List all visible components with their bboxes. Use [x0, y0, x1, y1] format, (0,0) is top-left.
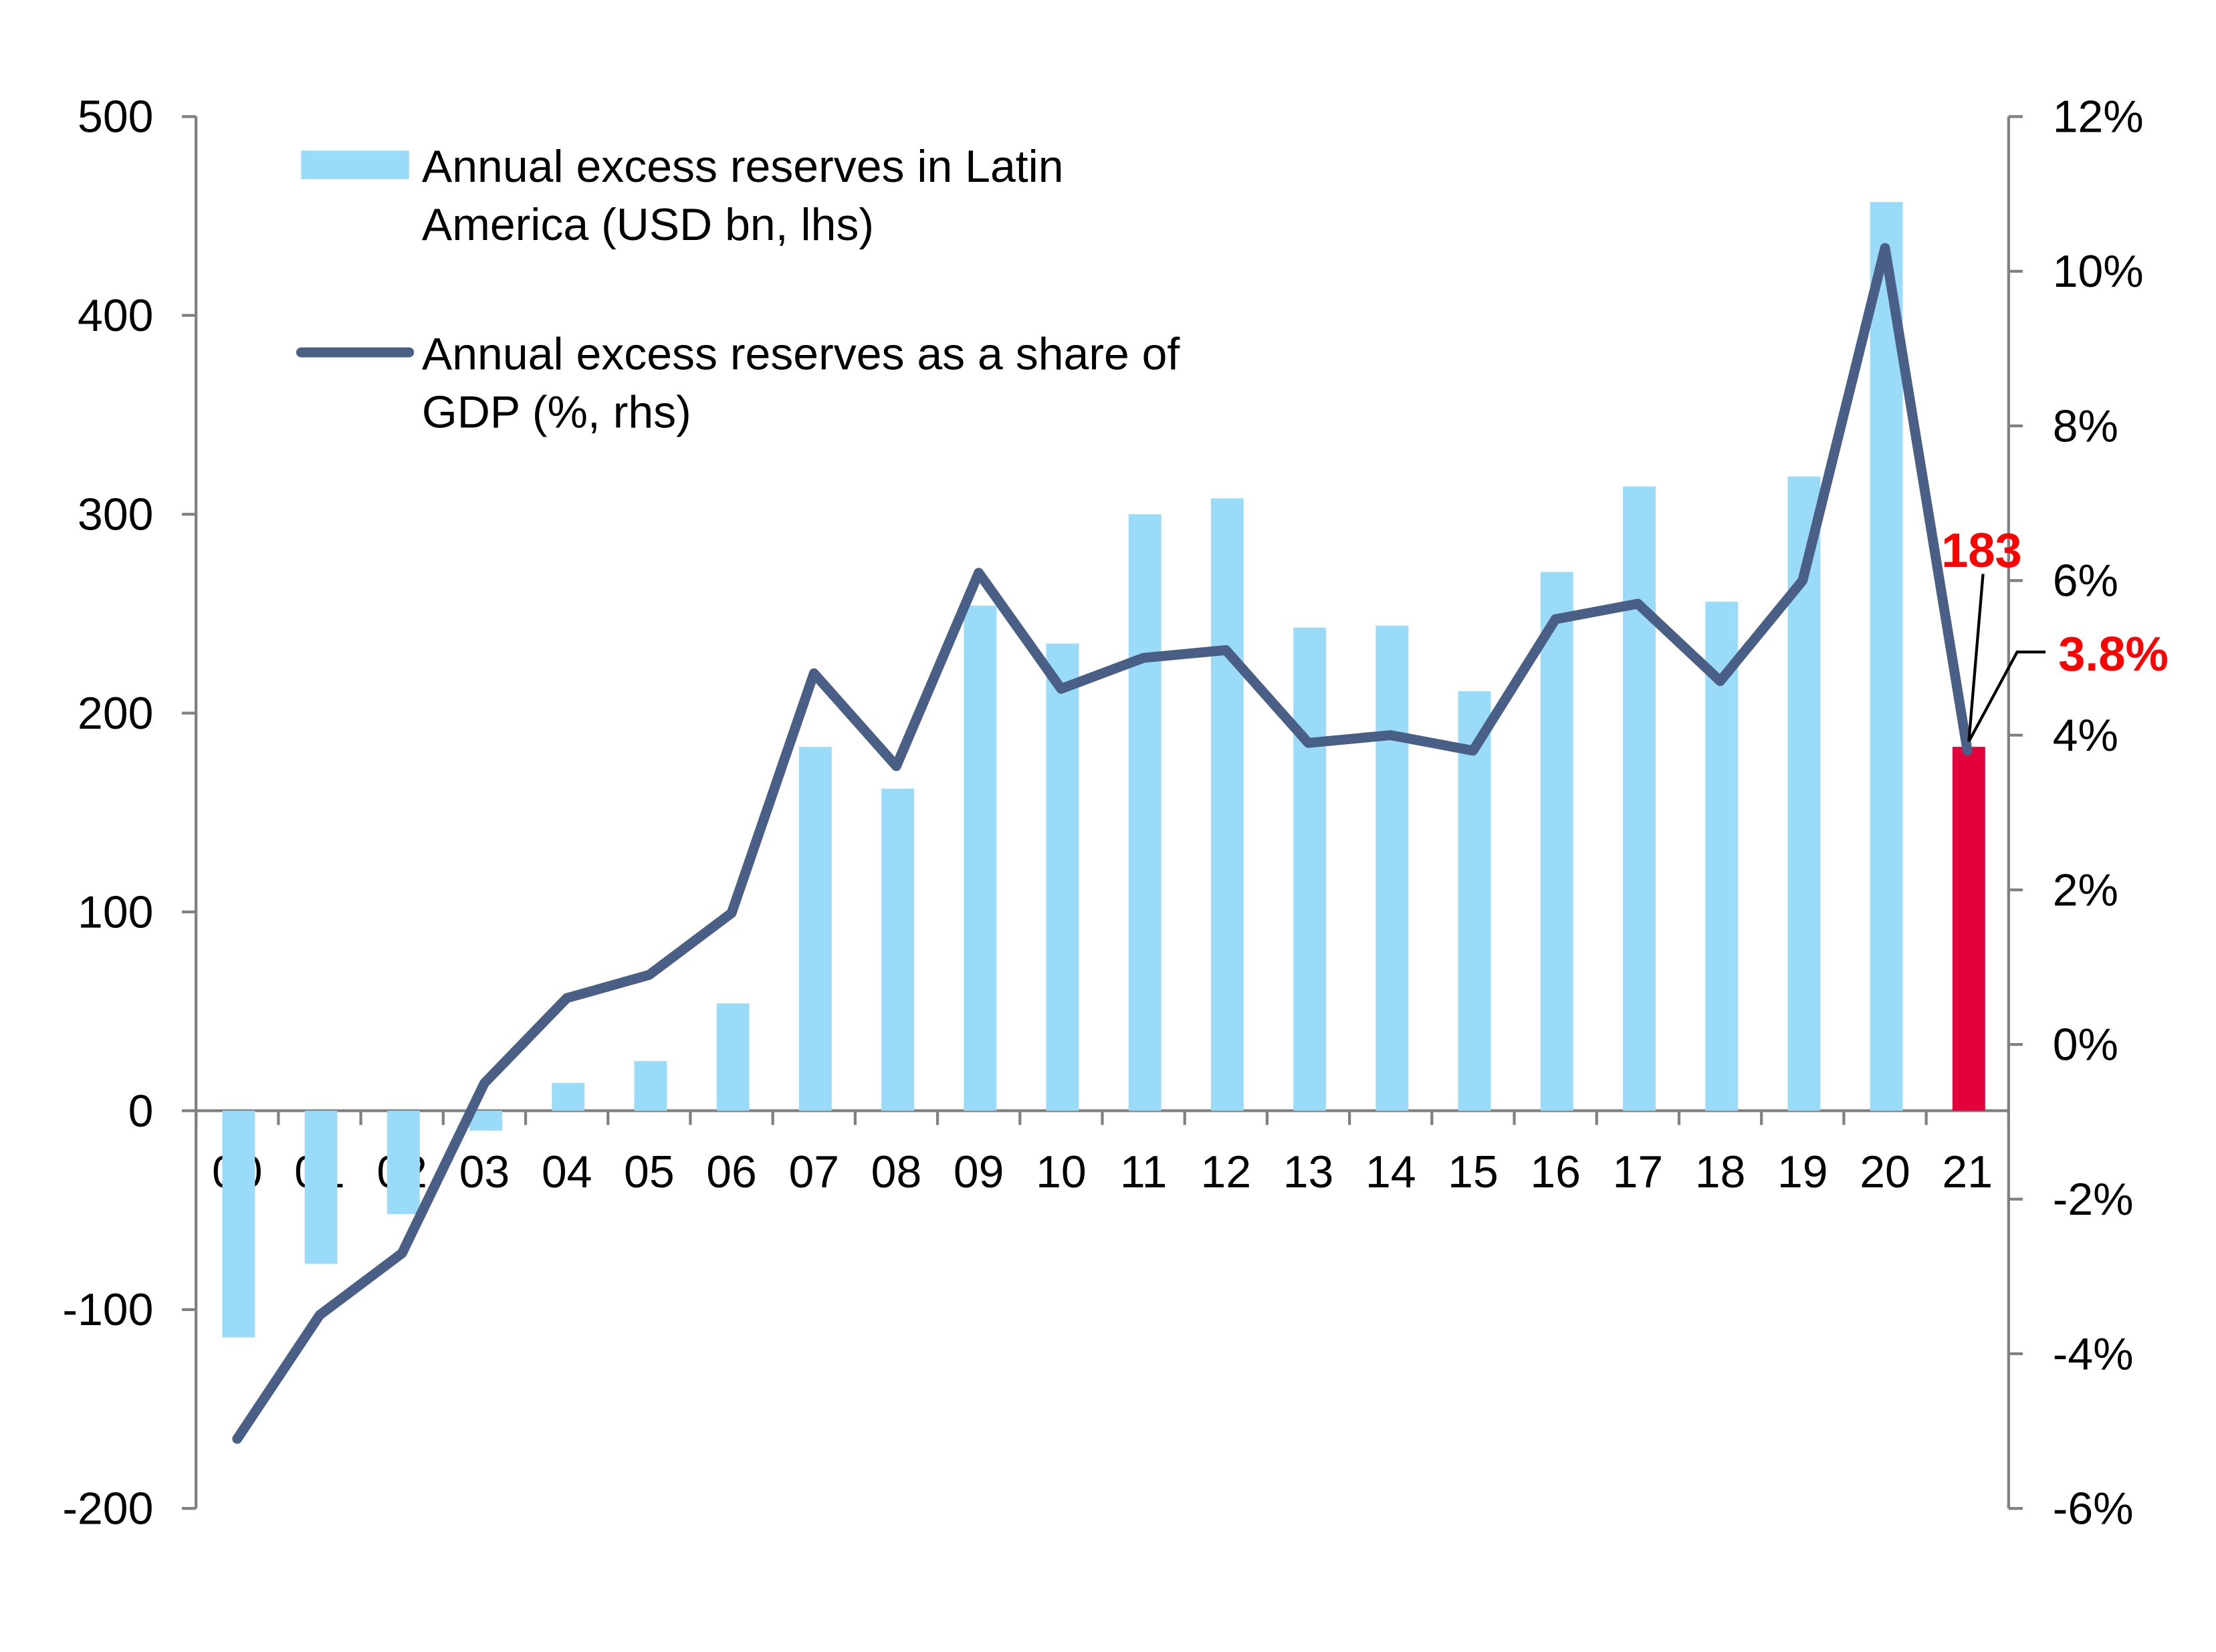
bar-14	[1375, 625, 1409, 1111]
x-tick-label: 16	[1530, 1147, 1581, 1197]
bar-07	[798, 747, 832, 1111]
bar-09	[964, 606, 997, 1111]
right-tick-label: -4%	[2053, 1328, 2134, 1379]
x-tick-label: 20	[1860, 1147, 1910, 1197]
right-tick-label: 10%	[2053, 246, 2144, 297]
left-tick-label: -100	[62, 1284, 153, 1335]
legend-line-label-line2: GDP (%, rhs)	[422, 387, 691, 438]
bar-06	[716, 1003, 750, 1111]
x-tick-label: 17	[1613, 1147, 1664, 1197]
x-tick-label: 06	[706, 1147, 757, 1197]
x-tick-label: 09	[954, 1147, 1004, 1197]
left-tick-label: 500	[78, 92, 153, 142]
right-tick-label: 2%	[2053, 864, 2118, 915]
legend-bar-label-line1: Annual excess reserves in Latin	[422, 141, 1064, 192]
left-tick-label: -200	[62, 1484, 153, 1534]
bar-17	[1623, 486, 1656, 1111]
legend-line-label-line1: Annual excess reserves as a share of	[422, 329, 1180, 380]
legend-bar-label-line2: America (USD bn, lhs)	[422, 199, 874, 250]
annotations: 183 3.8%	[1941, 524, 2169, 743]
x-tick-label: 13	[1283, 1147, 1334, 1197]
x-tick-label: 21	[1942, 1147, 1993, 1197]
left-tick-label: 300	[78, 489, 153, 540]
x-tick-label: 11	[1120, 1147, 1168, 1197]
bar-04	[552, 1082, 585, 1111]
bar-12	[1211, 498, 1244, 1111]
bar-10	[1046, 643, 1079, 1111]
x-tick-label: 04	[542, 1147, 592, 1197]
left-tick-label: 200	[78, 688, 153, 739]
x-tick-label: 08	[871, 1147, 922, 1197]
bar-05	[634, 1061, 667, 1111]
right-tick-label: 12%	[2053, 92, 2144, 142]
x-tick-label: 07	[788, 1147, 839, 1197]
bar-13	[1293, 627, 1327, 1111]
x-tick-label: 12	[1201, 1147, 1252, 1197]
bar-11	[1128, 514, 1161, 1111]
right-tick-label: 0%	[2053, 1020, 2118, 1070]
bars	[222, 202, 1985, 1338]
left-tick-label: 100	[78, 887, 153, 937]
bar-15	[1458, 691, 1491, 1111]
bar-21	[1952, 747, 1985, 1111]
x-tick-label: 03	[459, 1147, 510, 1197]
x-tick-label: 14	[1365, 1147, 1416, 1197]
bar-18	[1705, 602, 1739, 1111]
axes: -200 -100 0 100 200 300 400 500 -6% -4% -2% 0% 2% 4% 6…	[62, 92, 2143, 1534]
legend-bar-swatch	[301, 150, 409, 179]
left-tick-label: 0	[128, 1086, 154, 1137]
right-tick-label: 6%	[2053, 556, 2118, 606]
bar-00	[222, 1110, 255, 1338]
right-tick-label: 8%	[2053, 400, 2118, 451]
right-tick-label: 4%	[2053, 710, 2118, 761]
annotation-183: 183	[1941, 524, 2022, 578]
right-tick-label: -2%	[2053, 1174, 2134, 1225]
bar-08	[881, 788, 915, 1111]
x-tick-label: 15	[1448, 1147, 1499, 1197]
bar-01	[304, 1110, 338, 1264]
annotation-3.8-leader	[1967, 651, 2046, 743]
annotation-3.8pct: 3.8%	[2058, 628, 2169, 681]
x-tick-label: 10	[1036, 1147, 1087, 1197]
bar-16	[1540, 572, 1573, 1111]
left-tick-label: 400	[78, 290, 153, 341]
x-tick-label: 18	[1695, 1147, 1746, 1197]
right-tick-label: -6%	[2053, 1484, 2134, 1534]
line-series	[232, 243, 1973, 1444]
bar-02	[386, 1110, 420, 1215]
gdp-share-line	[232, 243, 1973, 1444]
legend: Annual excess reserves in Latin America …	[296, 141, 1180, 438]
x-tick-label: 05	[624, 1147, 675, 1197]
x-tick-label: 19	[1777, 1147, 1828, 1197]
annotation-183-leader	[1967, 574, 1985, 742]
